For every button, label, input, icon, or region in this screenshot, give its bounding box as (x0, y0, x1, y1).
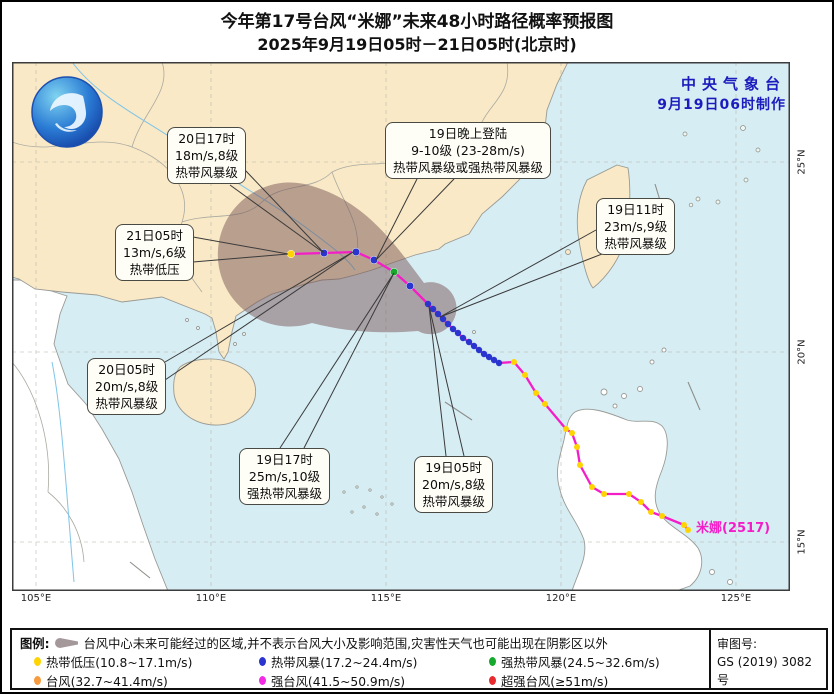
lat-label-15n: 15°N (796, 529, 808, 555)
island-hainan (173, 358, 257, 426)
callout-19d05h: 19日05时 20m/s,8级 热带风暴级 (414, 456, 494, 513)
callout-time: 19日17时 (256, 452, 313, 467)
tropical-depression-icon (34, 657, 41, 666)
legend-item-label: 台风(32.7~41.4m/s) (46, 674, 168, 689)
lon-label-120e: 120°E (545, 593, 577, 604)
callout-wind: 18m/s,8级 (175, 148, 239, 163)
legend-items-row-2: 台风(32.7~41.4m/s) 强台风(41.5~50.9m/s) 超强台风(… (20, 671, 705, 690)
lon-label-115e: 115°E (370, 593, 402, 604)
callout-20d17h: 20日17时 18m/s,8级 热带风暴级 (167, 127, 247, 184)
map-license-label: 审图号: (717, 637, 758, 651)
legend-item-label: 强台风(41.5~50.9m/s) (271, 674, 406, 689)
tropical-storm-icon (259, 657, 266, 666)
lon-label-125e: 125°E (720, 593, 752, 604)
callout-19d17h: 19日17时 25m/s,10级 强热带风暴级 (239, 448, 331, 505)
legend-item: 强台风(41.5~50.9m/s) (245, 672, 475, 690)
credit-issued: 9月19日06时制作 (657, 97, 786, 113)
callout-category: 热带低压 (129, 262, 180, 277)
graticule (12, 62, 790, 591)
probability-region-icon (54, 637, 78, 648)
callout-category: 热带风暴级 (422, 494, 485, 509)
callout-time: 19日11时 (607, 202, 665, 217)
callout-wind: 13m/s,6级 (123, 245, 187, 260)
callout-category: 热带风暴级 (95, 396, 158, 411)
lon-label-105e: 105°E (20, 593, 52, 604)
callout-wind: 23m/s,9级 (604, 219, 668, 234)
callout-time: 20日05时 (98, 362, 156, 377)
lat-label-20n: 20°N (796, 339, 808, 365)
small-islands (185, 125, 761, 516)
cma-logo-icon (31, 76, 103, 148)
callout-19d11h: 19日11时 23m/s,9级 热带风暴级 (596, 198, 676, 255)
credit-agency: 中央气象台 (680, 75, 786, 93)
map-license-panel: 审图号: GS (2019) 3082号 (709, 630, 826, 688)
severe-typhoon-icon (259, 676, 266, 685)
callout-category: 强热带风暴级 (247, 486, 323, 501)
callout-category: 热带风暴级 (604, 236, 667, 251)
lon-label-110e: 110°E (195, 593, 227, 604)
callout-time: 19日05时 (425, 460, 483, 475)
typhoon-track (286, 247, 691, 533)
map-border (12, 62, 790, 591)
callout-20d05h: 20日05时 20m/s,8级 热带风暴级 (87, 358, 167, 415)
dash-line-segments (129, 183, 701, 579)
callout-wind: 20m/s,8级 (422, 477, 486, 492)
legend-item-label: 超强台风(≥51m/s) (501, 674, 609, 689)
callout-leader-lines (164, 169, 603, 457)
typhoon-icon (34, 676, 41, 685)
severe-tropical-storm-icon (489, 657, 496, 666)
page-title: 今年第17号台风“米娜”未来48小时路径概率预报图 (220, 12, 614, 32)
legend-region-row: 图例: 台风中心未来可能经过的区域,并不表示台风大小及影响范围,灾害性天气也可能… (20, 633, 705, 652)
legend-box: 图例: 台风中心未来可能经过的区域,并不表示台风大小及影响范围,灾害性天气也可能… (10, 628, 828, 690)
super-typhoon-icon (489, 676, 496, 685)
callout-wind: 20m/s,8级 (95, 379, 159, 394)
island-luzon (557, 408, 703, 591)
callout-category: 热带风暴级或强热带风暴级 (393, 160, 544, 175)
lat-label-25n: 25°N (796, 149, 808, 175)
credit-block: 中央气象台 9月19日06时制作 (657, 73, 786, 114)
land-vietnam (12, 279, 169, 591)
legend-item-label: 热带低压(10.8~17.1m/s) (46, 655, 193, 670)
legend-item-label: 热带风暴(17.2~24.4m/s) (271, 655, 418, 670)
legend-item: 强热带风暴(24.5~32.6m/s) (475, 653, 705, 671)
storm-name-label: 米娜(2517) (696, 521, 771, 536)
legend-item: 热带低压(10.8~17.1m/s) (20, 653, 245, 671)
legend-region-note: 台风中心未来可能经过的区域,并不表示台风大小及影响范围,灾害性天气也可能出现在阴… (83, 636, 608, 651)
callout-time: 20日17时 (178, 131, 236, 146)
callout-wind: 9-10级 (23-28m/s) (411, 143, 525, 158)
callout-21d05h: 21日05时 13m/s,6级 热带低压 (115, 224, 195, 281)
legend-item: 热带风暴(17.2~24.4m/s) (245, 653, 475, 671)
callout-time: 19日晚上登陆 (428, 126, 508, 141)
callout-category: 热带风暴级 (175, 165, 238, 180)
legend-items-row-1: 热带低压(10.8~17.1m/s) 热带风暴(17.2~24.4m/s) 强热… (20, 652, 705, 671)
page-subtitle: 2025年9月19日05时－21日05时(北京时) (257, 35, 577, 54)
map-license-value: GS (2019) 3082号 (717, 655, 812, 687)
callout-wind: 25m/s,10级 (248, 469, 321, 484)
callout-landfall: 19日晚上登陆 9-10级 (23-28m/s) 热带风暴级或强热带风暴级 (385, 122, 552, 179)
legend-item: 超强台风(≥51m/s) (475, 672, 705, 690)
callout-time: 21日05时 (126, 228, 184, 243)
legend-item-label: 强热带风暴(24.5~32.6m/s) (501, 655, 660, 670)
islands-philippines (557, 347, 733, 591)
legend-prefix: 图例: (20, 636, 50, 651)
legend-content: 图例: 台风中心未来可能经过的区域,并不表示台风大小及影响范围,灾害性天气也可能… (12, 630, 709, 690)
legend-item: 台风(32.7~41.4m/s) (20, 672, 245, 690)
